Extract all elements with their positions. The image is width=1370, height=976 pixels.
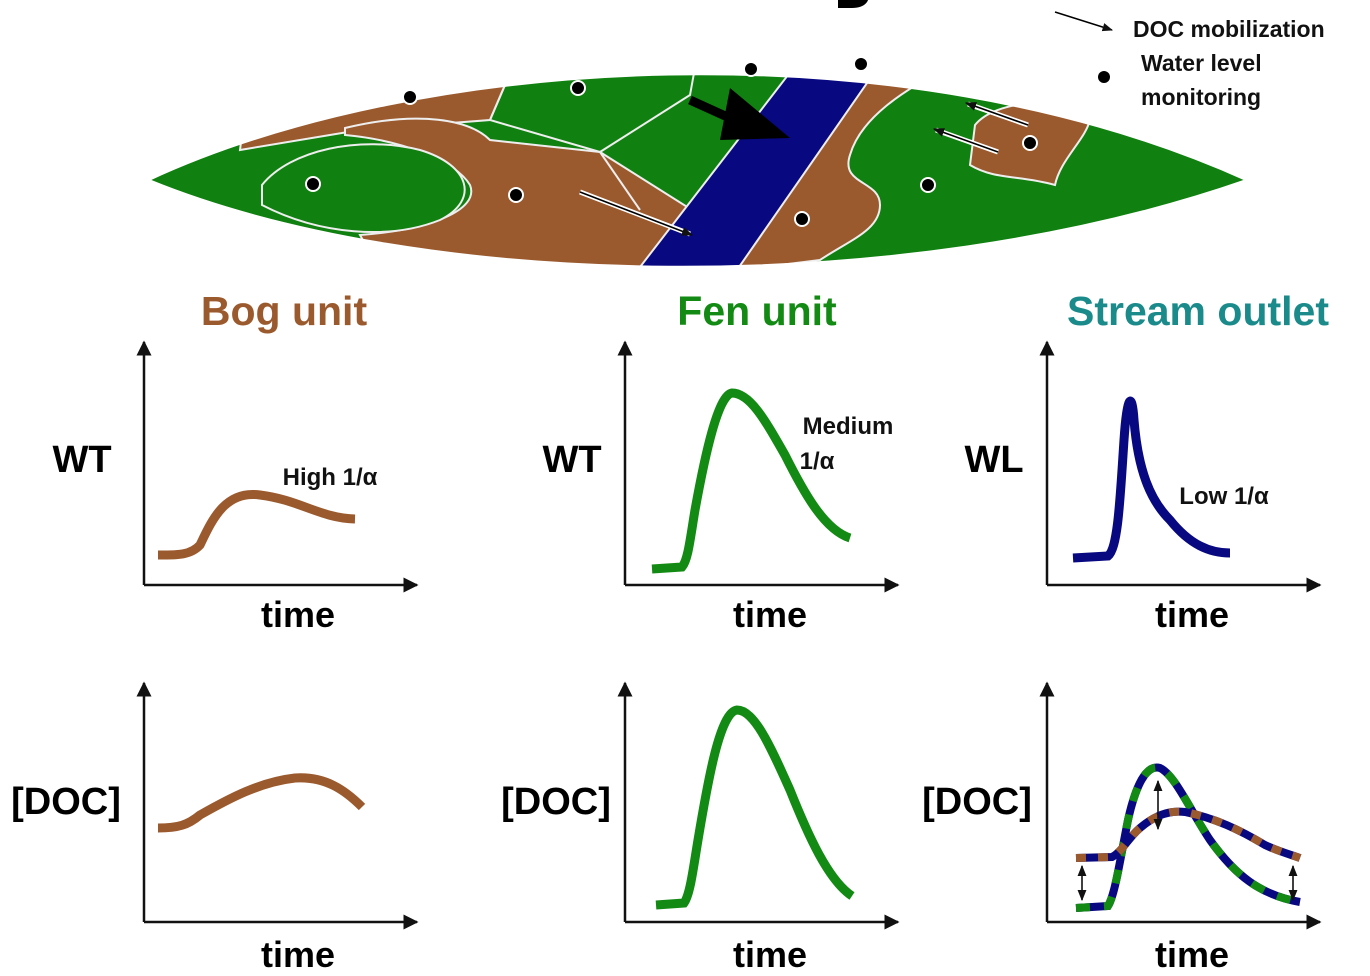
stream-doc-curve-flat-base — [1075, 807, 1302, 862]
bog-doc-plot: [DOC] time — [11, 681, 419, 975]
doc-arrow — [932, 128, 999, 153]
fen-doc-curve — [655, 705, 855, 910]
bog-unit-title: Bog unit — [201, 288, 368, 334]
water-level-dot — [305, 176, 321, 192]
y-axis-label: WT — [542, 439, 601, 481]
bog-annotation: High 1/α — [283, 464, 378, 491]
bog-wt-curve — [157, 490, 356, 560]
fen-annotation-1: Medium — [803, 413, 894, 440]
x-axis-label: time — [261, 934, 335, 975]
doc-arrow — [964, 102, 1029, 126]
legend-dot-icon — [1098, 71, 1110, 83]
x-axis-label: time — [733, 594, 807, 635]
stream-doc-curve-flat-dash — [1075, 807, 1302, 862]
y-axis-label: [DOC] — [11, 781, 121, 823]
water-level-dot — [853, 56, 869, 72]
fen-doc-plot: [DOC] time — [501, 681, 900, 975]
water-level-dot — [920, 177, 936, 193]
y-axis-label: WL — [964, 439, 1023, 481]
fen-unit-title: Fen unit — [677, 288, 837, 334]
doc-arrows — [579, 88, 1029, 237]
legend-arrow-label: DOC mobilization — [1133, 16, 1325, 42]
water-level-dot — [402, 89, 418, 105]
stream-doc-plot: [DOC] time — [922, 681, 1322, 975]
doc-arrow — [579, 191, 694, 236]
y-axis-label: [DOC] — [501, 781, 611, 823]
stream-annotation: Low 1/α — [1179, 483, 1269, 510]
y-axis-label: WT — [52, 439, 111, 481]
monitoring-dots — [305, 56, 1038, 227]
stream-doc-curve-peak-dash — [1075, 763, 1301, 912]
water-level-dot — [794, 211, 810, 227]
x-axis-label: time — [1155, 594, 1229, 635]
fen-annotation-2: 1/α — [800, 448, 835, 475]
stream-wl-plot: WL time Low 1/α — [964, 340, 1322, 635]
clipped-title-fragment — [838, 0, 868, 8]
water-level-dot — [570, 80, 586, 96]
legend-arrow-icon — [1054, 11, 1114, 32]
fen-wt-curve — [651, 388, 852, 574]
legend: DOC mobilization Water level monitoring — [1054, 11, 1325, 110]
large-doc-arrow-head — [720, 88, 790, 140]
bog-wt-plot: WT time High 1/α — [52, 340, 419, 635]
x-axis-label: time — [261, 594, 335, 635]
field-boundary — [599, 151, 641, 211]
water-level-dot — [1022, 135, 1038, 151]
stream-outlet-title: Stream outlet — [1067, 288, 1329, 334]
catchment-map — [148, 0, 1247, 267]
fen-pocket — [261, 143, 466, 233]
legend-dot-label-2: monitoring — [1141, 84, 1261, 110]
x-axis-label: time — [733, 934, 807, 975]
stream-doc-curve-peak-base — [1075, 763, 1301, 912]
water-level-dot — [743, 61, 759, 77]
x-axis-label: time — [1155, 934, 1229, 975]
fen-wt-plot: WT time Medium 1/α — [542, 340, 900, 635]
stream-channel — [627, 74, 892, 267]
y-axis-label: [DOC] — [922, 781, 1032, 823]
catchment-outline — [148, 74, 1247, 267]
stream-wl-curve — [1072, 396, 1231, 563]
water-level-dot — [508, 187, 524, 203]
bog-doc-curve — [157, 773, 366, 833]
legend-dot-label-1: Water level — [1141, 50, 1262, 76]
